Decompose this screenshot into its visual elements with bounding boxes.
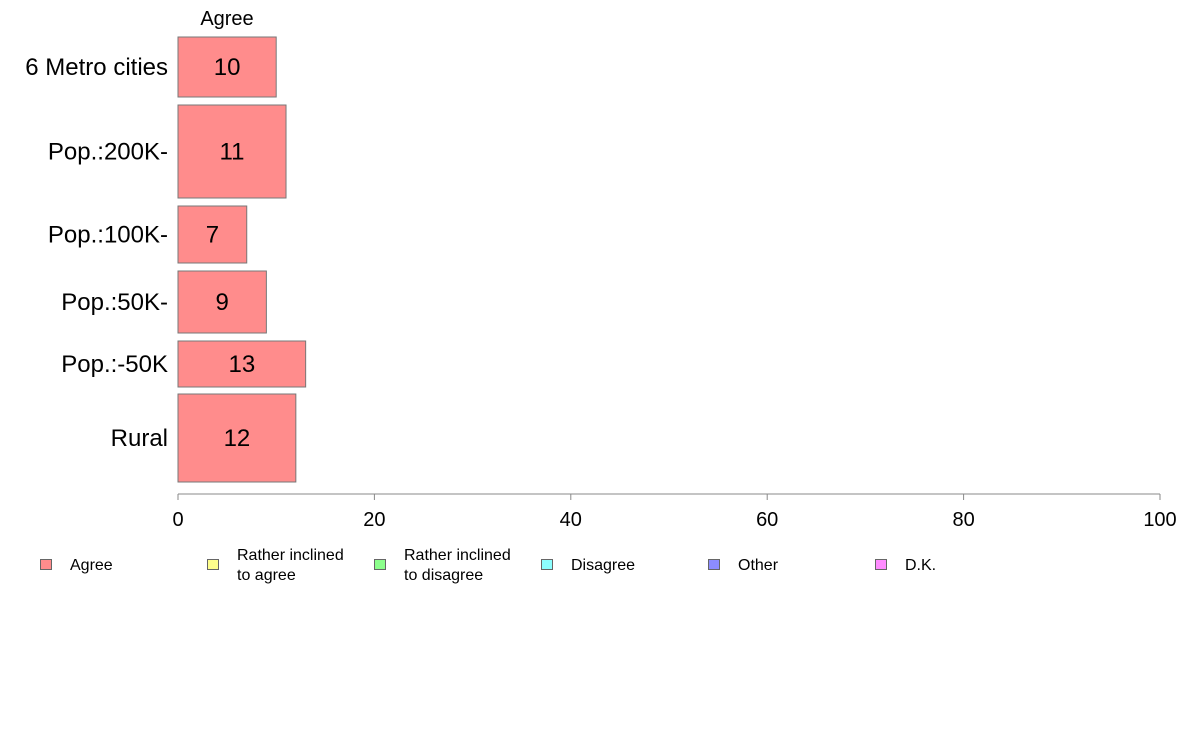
category-label-4: Pop.:-50K: [61, 351, 168, 378]
category-label-0: 6 Metro cities: [25, 54, 168, 81]
category-label-3: Pop.:50K-: [61, 289, 168, 316]
bar-value-label-4: 13: [228, 351, 255, 378]
series-header-label: Agree: [200, 8, 253, 30]
x-tick-label-3: 60: [756, 509, 778, 531]
legend-label: D.K.: [905, 557, 937, 574]
bar-value-label-1: 11: [220, 139, 245, 166]
bar-chart: 10 11 7 9 13 12 6 Metro cities Pop.:200K- Pop.:…: [25, 8, 1177, 531]
bar-agree-5: [177, 393, 297, 483]
category-labels: 6 Metro cities Pop.:200K- Pop.:100K- Pop.:5…: [25, 54, 168, 452]
bar-value-label-0: 10: [214, 54, 241, 81]
x-tick-label-0: 0: [172, 509, 183, 531]
bar-value-label-5: 12: [224, 425, 251, 452]
legend-label: Rather inclined to agree: [237, 547, 344, 584]
legend-swatch: [40, 559, 52, 570]
category-label-1: Pop.:200K-: [48, 139, 168, 166]
x-tick-label-4: 80: [952, 509, 974, 531]
x-tick-label-2: 40: [560, 509, 582, 531]
bar-agree-3: [177, 270, 267, 334]
bar-agree-2: [177, 205, 248, 264]
legend-swatch: [374, 559, 386, 570]
legend-swatch: [708, 559, 720, 570]
legend-label: Other: [738, 557, 779, 574]
legend-swatch: [207, 559, 219, 570]
bar-agree-4: [177, 340, 307, 388]
category-label-5: Rural: [111, 425, 168, 452]
legend-swatch: [541, 559, 553, 570]
bars-group: 10 11 7 9 13 12: [177, 36, 307, 483]
legend: Agree Rather inclined to agree Rather incl…: [0, 546, 1188, 586]
bar-agree-1: [177, 104, 287, 199]
legend-label: Agree: [70, 557, 113, 574]
bar-agree-0: [177, 36, 277, 98]
legend-label: Rather inclined to disagree: [404, 547, 511, 584]
x-axis: 0 20 40 60 80 100: [172, 493, 1177, 531]
category-label-2: Pop.:100K-: [48, 222, 168, 249]
legend-label: Disagree: [571, 557, 636, 574]
bar-value-label-3: 9: [216, 289, 229, 316]
x-tick-label-1: 20: [363, 509, 385, 531]
legend-swatch: [875, 559, 887, 570]
bar-value-label-2: 7: [206, 222, 219, 249]
x-tick-label-5: 100: [1143, 509, 1176, 531]
